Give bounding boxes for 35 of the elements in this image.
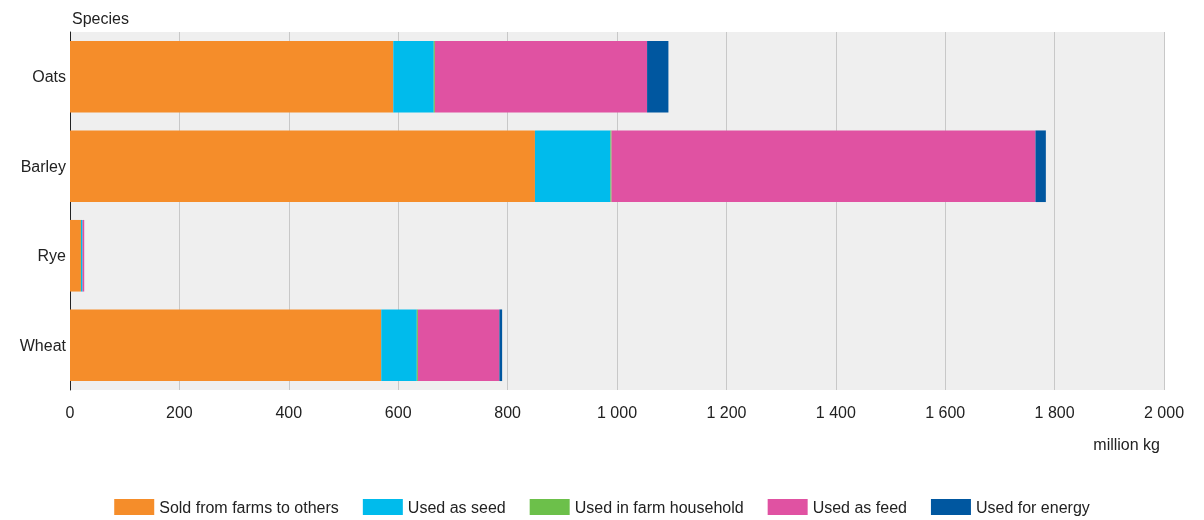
- bar: [70, 219, 81, 292]
- x-axis-title: million kg: [1093, 435, 1160, 453]
- x-tick-label: 200: [166, 403, 193, 421]
- x-tick-label: 2 000: [1143, 403, 1185, 421]
- legend-label: Used as feed: [812, 498, 907, 516]
- x-tick-label: 1 000: [596, 403, 638, 421]
- x-tick-label: 1 600: [925, 403, 966, 421]
- bar: [70, 130, 535, 203]
- x-tick-label: 800: [494, 403, 522, 421]
- bar: [417, 309, 500, 382]
- legend-label: Sold from farms to others: [159, 498, 339, 516]
- y-tick-label: Rye: [37, 247, 67, 265]
- bar: [647, 40, 669, 113]
- y-tick-label: Oats: [32, 68, 66, 86]
- y-tick-label: Wheat: [19, 336, 67, 354]
- y-axis-title: Species: [72, 9, 129, 27]
- bar: [434, 40, 648, 113]
- bar: [1035, 130, 1046, 203]
- bar: [611, 130, 1036, 203]
- bar: [381, 309, 417, 382]
- y-tick-label: Barley: [20, 157, 66, 175]
- bar: [393, 40, 434, 113]
- bar: [534, 130, 611, 203]
- x-tick-label: 1 200: [706, 403, 747, 421]
- legend-label: Used as seed: [407, 498, 506, 516]
- bar: [70, 40, 394, 113]
- x-tick-label: 600: [384, 403, 412, 421]
- legend-label: Used in farm household: [574, 498, 744, 516]
- x-tick-label: 1 800: [1034, 403, 1075, 421]
- x-tick-label: 1 400: [815, 403, 856, 421]
- x-tick-label: 0: [65, 403, 75, 421]
- bar: [499, 309, 503, 382]
- bar: [70, 309, 382, 382]
- legend-label: Used for energy: [975, 498, 1090, 516]
- x-tick-label: 400: [275, 403, 303, 421]
